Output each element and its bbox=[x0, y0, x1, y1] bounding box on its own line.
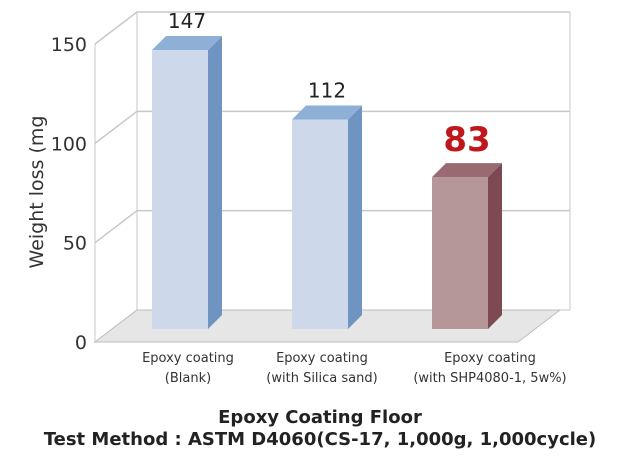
bar-chart: 0 50 100 150 Weight loss (mg 147 112 83 Epoxy… bbox=[26, 9, 571, 386]
y-tick-label: 100 bbox=[51, 133, 87, 155]
data-label: 147 bbox=[168, 9, 206, 33]
x-tick-label: Epoxy coating bbox=[142, 351, 234, 366]
gridline bbox=[94, 11, 570, 45]
x-tick-label: (Blank) bbox=[165, 371, 211, 386]
y-axis-label: Weight loss (mg bbox=[26, 116, 48, 269]
bar bbox=[292, 105, 362, 329]
x-tick-label: (with Silica sand) bbox=[266, 371, 377, 386]
bar-side bbox=[488, 163, 502, 329]
bar-side bbox=[348, 105, 362, 329]
data-label: 83 bbox=[443, 120, 490, 160]
x-axis-categories: Epoxy coating (Blank) Epoxy coating (with S… bbox=[142, 351, 567, 386]
bar-top bbox=[292, 105, 362, 120]
bar bbox=[152, 35, 222, 330]
bar-front bbox=[152, 49, 208, 330]
gridline bbox=[94, 110, 570, 144]
bar-top bbox=[152, 35, 222, 50]
x-tick-label: Epoxy coating bbox=[276, 351, 368, 366]
y-axis-ticks: 0 50 100 150 bbox=[51, 34, 87, 354]
gridline bbox=[94, 209, 570, 244]
y-tick-label: 150 bbox=[51, 34, 87, 56]
bar-side bbox=[208, 35, 222, 330]
y-tick-label: 50 bbox=[63, 233, 87, 255]
bar-top bbox=[432, 163, 502, 178]
x-tick-label: (with SHP4080-1, 5w%) bbox=[413, 371, 566, 386]
chart-subtitle: Test Method : ASTM D4060(CS-17, 1,000g, … bbox=[43, 429, 597, 450]
bar-front bbox=[432, 177, 488, 329]
data-label: 112 bbox=[308, 78, 346, 102]
bar-front bbox=[292, 119, 348, 329]
y-tick-label: 0 bbox=[75, 332, 87, 354]
gridlines bbox=[94, 11, 570, 244]
side-wall bbox=[94, 10, 138, 344]
x-tick-label: Epoxy coating bbox=[444, 351, 536, 366]
bar bbox=[432, 163, 502, 329]
bars: 147 112 83 bbox=[152, 9, 502, 330]
chart-title: Epoxy Coating Floor bbox=[218, 407, 422, 428]
